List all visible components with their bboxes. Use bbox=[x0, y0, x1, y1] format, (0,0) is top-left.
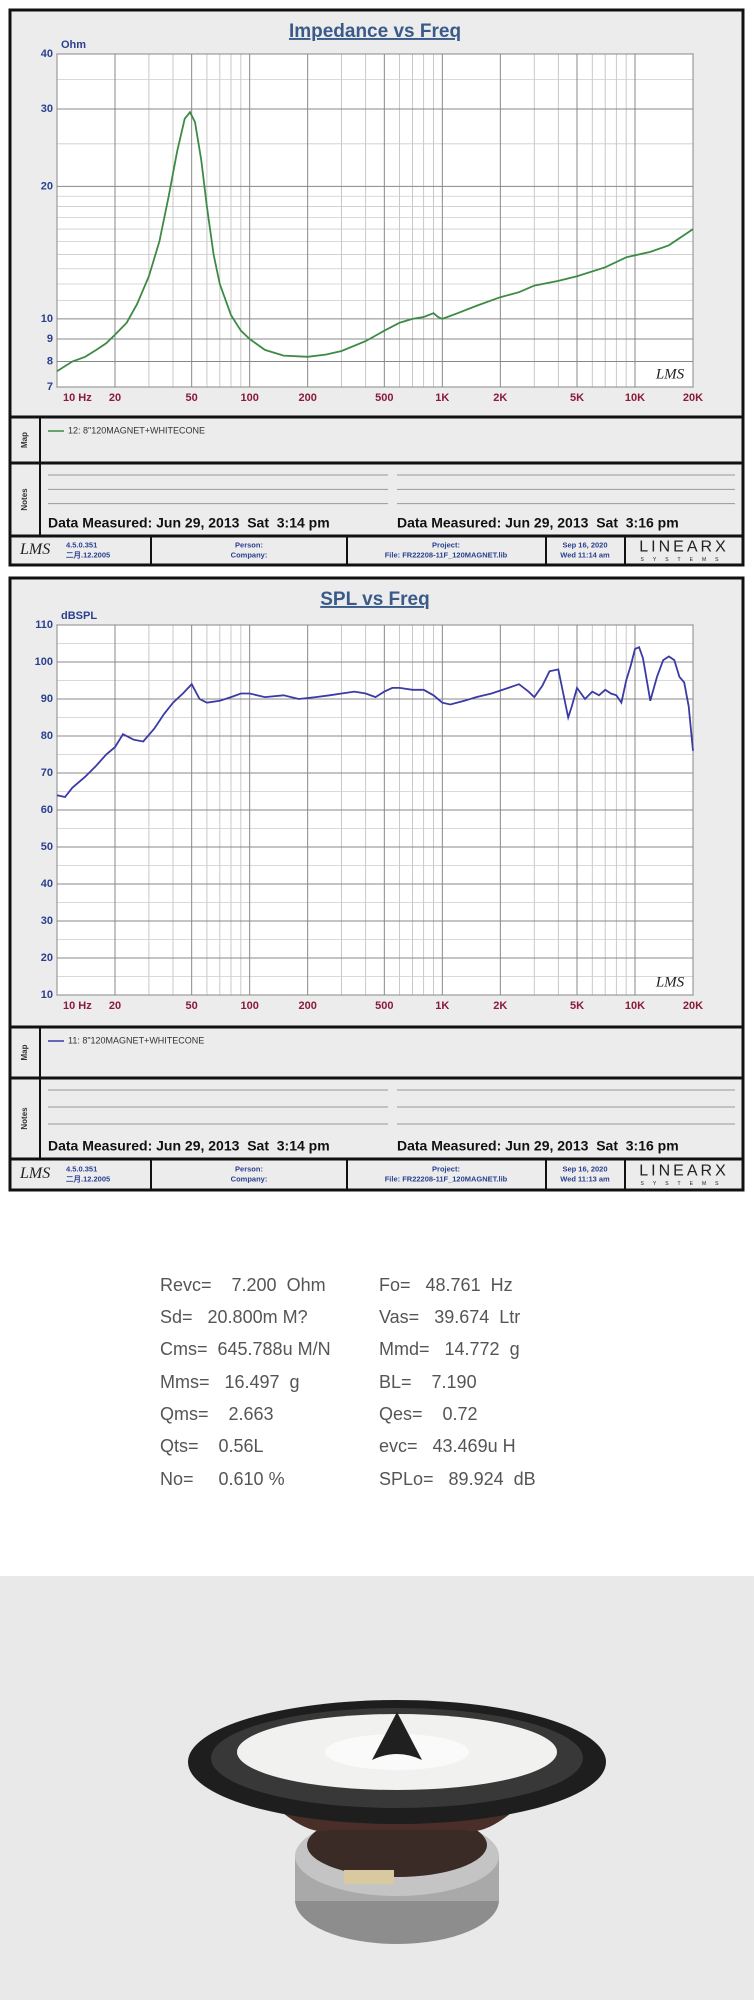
footer-logo: LMS bbox=[19, 541, 50, 558]
footer-stamp: Sep 16, 2020 bbox=[562, 540, 607, 549]
x-tick-label: 500 bbox=[375, 1000, 393, 1012]
x-tick-label: 1K bbox=[435, 1000, 449, 1012]
y-tick-label: 40 bbox=[41, 878, 53, 890]
x-tick-label: 50 bbox=[186, 392, 198, 404]
y-tick-label: 70 bbox=[41, 767, 53, 779]
footer-date: 二月.12.2005 bbox=[66, 1174, 110, 1183]
footer-file: File: FR22208-11F_120MAGNET.lib bbox=[385, 1174, 508, 1183]
y-tick-label: 8 bbox=[47, 355, 53, 367]
parameter: Qts= 0.56L bbox=[160, 1436, 264, 1456]
y-tick-label: 90 bbox=[41, 693, 53, 705]
y-tick-label: 7 bbox=[47, 381, 53, 393]
footer-company: Company: bbox=[231, 1174, 268, 1183]
parameter: Sd= 20.800m M? bbox=[160, 1307, 308, 1327]
footer-time: Wed 11:13 am bbox=[560, 1174, 610, 1183]
y-tick-label: 10 bbox=[41, 313, 53, 325]
footer-brand: LINEARX bbox=[639, 539, 728, 556]
footer-version: 4.5.0.351 bbox=[66, 540, 97, 549]
y-tick-label: 60 bbox=[41, 804, 53, 816]
footer-person: Person: bbox=[235, 1164, 263, 1173]
y-unit-label: Ohm bbox=[61, 39, 86, 51]
chart-title: Impedance vs Freq bbox=[289, 21, 461, 42]
parameter: evc= 43.469u H bbox=[379, 1436, 516, 1456]
x-tick-label: 5K bbox=[570, 392, 584, 404]
x-tick-label: 50 bbox=[186, 1000, 198, 1012]
y-unit-label: dBSPL bbox=[61, 610, 97, 622]
footer-time: Wed 11:14 am bbox=[560, 550, 610, 559]
x-tick-label: 200 bbox=[298, 392, 316, 404]
x-tick-label: 10K bbox=[625, 1000, 645, 1012]
chart-title: SPL vs Freq bbox=[320, 589, 429, 610]
footer-version: 4.5.0.351 bbox=[66, 1164, 97, 1173]
x-tick-label: 10 Hz bbox=[63, 1000, 92, 1012]
notes-label: Notes bbox=[20, 1107, 29, 1130]
y-tick-label: 110 bbox=[35, 619, 53, 631]
footer-brand-sub: SYSTEMS bbox=[641, 557, 728, 563]
y-tick-label: 30 bbox=[41, 915, 53, 927]
y-tick-label: 20 bbox=[41, 952, 53, 964]
parameter: BL= 7.190 bbox=[379, 1372, 477, 1392]
x-tick-label: 20K bbox=[683, 1000, 703, 1012]
legend-label: 11: 8"120MAGNET+WHITECONE bbox=[68, 1035, 204, 1045]
y-tick-label: 50 bbox=[41, 841, 53, 853]
y-tick-label: 9 bbox=[47, 333, 53, 345]
footer-date: 二月.12.2005 bbox=[66, 550, 110, 559]
y-tick-label: 100 bbox=[35, 656, 53, 668]
y-tick-label: 20 bbox=[41, 180, 53, 192]
x-tick-label: 100 bbox=[240, 1000, 258, 1012]
parameter: SPLo= 89.924 dB bbox=[379, 1469, 536, 1489]
parameter: Qes= 0.72 bbox=[379, 1404, 478, 1424]
data-line bbox=[56, 110, 694, 373]
speaker-photo bbox=[188, 1700, 606, 1944]
x-tick-label: 2K bbox=[493, 392, 507, 404]
x-tick-label: 2K bbox=[493, 1000, 507, 1012]
data-line bbox=[56, 645, 694, 799]
map-label: Map bbox=[20, 432, 29, 448]
parameter: Revc= 7.200 Ohm bbox=[160, 1275, 326, 1295]
parameter: Vas= 39.674 Ltr bbox=[379, 1307, 520, 1327]
measured-date: Data Measured: Jun 29, 2013 Sat 3:16 pm bbox=[397, 1138, 679, 1154]
x-tick-label: 20 bbox=[109, 1000, 121, 1012]
notes-label: Notes bbox=[20, 488, 29, 511]
y-tick-label: 30 bbox=[41, 103, 53, 115]
legend-label: 12: 8"120MAGNET+WHITECONE bbox=[68, 425, 205, 435]
x-tick-label: 200 bbox=[298, 1000, 316, 1012]
measured-date: Data Measured: Jun 29, 2013 Sat 3:14 pm bbox=[48, 1138, 330, 1154]
measured-date: Data Measured: Jun 29, 2013 Sat 3:14 pm bbox=[48, 515, 330, 531]
watermark: LMS bbox=[655, 366, 685, 382]
parameter: Mmd= 14.772 g bbox=[379, 1339, 520, 1359]
x-tick-label: 10 Hz bbox=[63, 392, 92, 404]
x-tick-label: 500 bbox=[375, 392, 393, 404]
map-label: Map bbox=[20, 1044, 29, 1060]
parameter: Qms= 2.663 bbox=[160, 1404, 274, 1424]
plot-area bbox=[56, 53, 694, 388]
footer-brand: LINEARX bbox=[639, 1163, 728, 1180]
footer-logo: LMS bbox=[19, 1165, 50, 1182]
y-tick-label: 40 bbox=[41, 48, 53, 60]
footer-project: Project: bbox=[432, 1164, 460, 1173]
x-tick-label: 20 bbox=[109, 392, 121, 404]
footer-brand-sub: SYSTEMS bbox=[641, 1181, 728, 1187]
y-tick-label: 10 bbox=[41, 989, 53, 1001]
measured-date: Data Measured: Jun 29, 2013 Sat 3:16 pm bbox=[397, 515, 679, 531]
parameter: Cms= 645.788u M/N bbox=[160, 1339, 331, 1359]
x-tick-label: 100 bbox=[240, 392, 258, 404]
parameter: Fo= 48.761 Hz bbox=[379, 1275, 513, 1295]
footer-project: Project: bbox=[432, 540, 460, 549]
x-tick-label: 10K bbox=[625, 392, 645, 404]
x-tick-label: 1K bbox=[435, 392, 449, 404]
footer-stamp: Sep 16, 2020 bbox=[562, 1164, 607, 1173]
watermark: LMS bbox=[655, 974, 685, 990]
footer-person: Person: bbox=[235, 540, 263, 549]
footer-file: File: FR22208-11F_120MAGNET.lib bbox=[385, 550, 508, 559]
y-tick-label: 80 bbox=[41, 730, 53, 742]
parameter: No= 0.610 % bbox=[160, 1469, 285, 1489]
parameter: Mms= 16.497 g bbox=[160, 1372, 300, 1392]
x-tick-label: 5K bbox=[570, 1000, 584, 1012]
footer-company: Company: bbox=[231, 550, 268, 559]
x-tick-label: 20K bbox=[683, 392, 703, 404]
